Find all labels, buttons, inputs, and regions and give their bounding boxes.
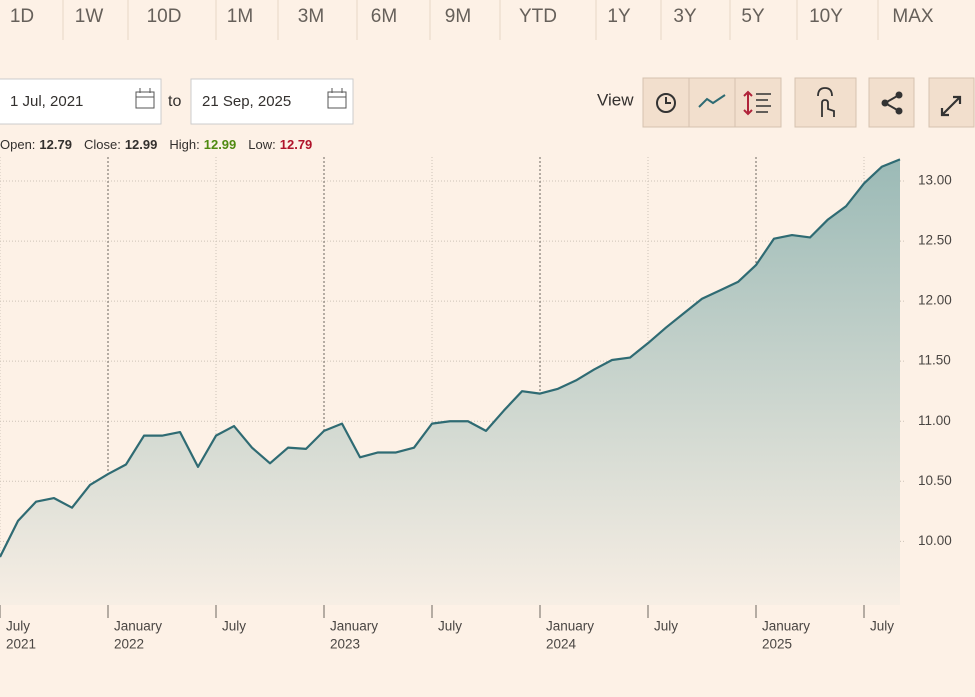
stat-label: High: [169, 137, 199, 152]
stat-value: 12.99 [204, 137, 237, 152]
y-tick-label: 10.50 [918, 473, 952, 488]
stats-line: Open: 12.79 Close: 12.99 High: 12.99 Low: 12.79 [0, 137, 312, 152]
share-icon [881, 91, 903, 115]
calendar-icon[interactable] [135, 88, 155, 109]
share-button[interactable] [868, 77, 915, 128]
range-tab[interactable]: 9M [445, 6, 471, 27]
y-tick-label: 12.00 [918, 293, 952, 308]
y-tick-label: 11.50 [918, 353, 951, 368]
clock-icon [656, 93, 676, 113]
date-to: 21 Sep, 2025 [202, 93, 291, 110]
x-tick-year: 2025 [762, 637, 792, 652]
y-tick-label: 13.00 [918, 173, 952, 188]
to-label: to [168, 93, 181, 110]
range-tab[interactable]: 1D [10, 6, 34, 27]
range-tab[interactable]: 3M [298, 6, 324, 27]
range-tab[interactable]: 6M [371, 6, 397, 27]
x-tick-year: 2022 [114, 637, 144, 652]
list-icon [756, 93, 771, 113]
range-tab[interactable]: 10D [147, 6, 182, 27]
x-tick-label: January [114, 619, 162, 634]
range-tab[interactable]: 1M [227, 6, 253, 27]
range-tab[interactable]: YTD [519, 6, 557, 27]
scale-icon [743, 90, 753, 116]
price-line [0, 158, 901, 558]
x-tick-label: January [546, 619, 594, 634]
x-tick-label: July [870, 619, 894, 634]
y-tick-label: 10.00 [918, 533, 952, 548]
date-to-input[interactable] [190, 78, 354, 125]
clock-hands [665, 97, 671, 104]
range-tab[interactable]: 10Y [809, 6, 843, 27]
range-tab[interactable]: 1W [75, 6, 104, 27]
x-tick-label: July [222, 619, 246, 634]
x-tick-year: 2024 [546, 637, 577, 652]
x-tick-year: 2023 [330, 637, 360, 652]
expand-icon [940, 95, 962, 117]
x-tick-label: January [330, 619, 378, 634]
stat-value: 12.79 [39, 137, 72, 152]
stat-value: 12.99 [125, 137, 158, 152]
calendar-icon[interactable] [327, 88, 347, 109]
date-from: 1 Jul, 2021 [10, 93, 83, 110]
range-tab[interactable]: 1Y [607, 6, 631, 27]
stat-label: Close: [84, 137, 121, 152]
view-label: View [597, 90, 634, 109]
compare-button[interactable] [734, 77, 782, 128]
x-tick-year: 2021 [6, 637, 36, 652]
y-tick-label: 11.00 [918, 413, 951, 428]
range-tab[interactable]: 5Y [741, 6, 765, 27]
stat-label: Low: [248, 137, 275, 152]
x-tick-label: January [762, 619, 810, 634]
date-from-input[interactable] [0, 78, 162, 125]
y-tick-label: 12.50 [918, 233, 952, 248]
x-tick-label: July [654, 619, 678, 634]
range-tab[interactable]: MAX [892, 6, 934, 27]
fullscreen-button[interactable] [928, 77, 975, 128]
hand-icon [817, 87, 835, 117]
area-fill [0, 159, 900, 605]
x-tick-label: July [6, 619, 30, 634]
stat-label: Open: [0, 137, 35, 152]
range-tab[interactable]: 3Y [673, 6, 697, 27]
line-icon [698, 94, 726, 108]
x-tick-label: July [438, 619, 462, 634]
stat-value: 12.79 [280, 137, 313, 152]
currency-button[interactable] [794, 77, 857, 128]
